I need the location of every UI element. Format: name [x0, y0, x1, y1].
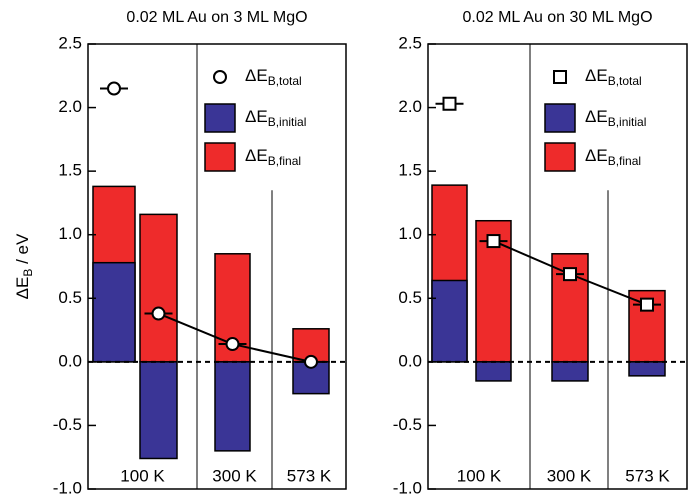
- y-tick-label: -0.5: [393, 415, 422, 434]
- y-tick-label: -1.0: [393, 478, 422, 497]
- legend-name: ΔE: [245, 107, 268, 126]
- legend-label: ΔEB,total: [585, 66, 642, 88]
- legend-name: ΔE: [585, 66, 608, 85]
- total-marker: [304, 354, 318, 369]
- legend-name: ΔE: [585, 146, 608, 165]
- x-tick-label: 573 K: [625, 466, 670, 485]
- legend-label: ΔEB,total: [245, 66, 302, 88]
- legend-swatch: [204, 142, 236, 172]
- y-tick-label: 2.5: [58, 33, 82, 52]
- chart-title: 0.02 ML Au on 30 ML MgO: [462, 9, 652, 26]
- legend-label: ΔEB,final: [585, 146, 641, 168]
- y-tick-label: 1.0: [398, 224, 422, 243]
- legend-subscript: B,initial: [268, 115, 307, 129]
- legend-subscript: B,final: [608, 154, 641, 168]
- legend-subscript: B,total: [608, 74, 642, 88]
- bar: [431, 279, 468, 363]
- legend-swatch: [544, 103, 576, 133]
- total-marker: [151, 306, 166, 321]
- total-marker: [640, 297, 654, 312]
- total-marker: [107, 81, 121, 96]
- bar: [551, 361, 589, 382]
- x-tick-label: 100 K: [120, 466, 165, 485]
- y-tick-label: 1.5: [398, 161, 422, 180]
- legend-swatch: [213, 70, 227, 84]
- y-tick-label: 0.0: [58, 351, 82, 370]
- y-tick-label: 2.0: [398, 97, 422, 116]
- legend-name: ΔE: [585, 107, 608, 126]
- total-marker: [563, 267, 577, 282]
- y-label-sub: B: [21, 269, 35, 277]
- legend-name: ΔE: [245, 146, 268, 165]
- legend-name: ΔE: [245, 66, 268, 85]
- y-label-rest: / eV: [13, 233, 32, 269]
- plot-frame: [427, 43, 688, 490]
- x-tick-label: 300 K: [547, 466, 592, 485]
- bar: [628, 289, 666, 363]
- x-tick-label: 100 K: [457, 466, 502, 485]
- y-tick-label: 2.0: [58, 97, 82, 116]
- bar: [628, 361, 666, 377]
- y-axis-label: ΔEB / eV: [13, 233, 35, 299]
- y-tick-label: 1.0: [58, 224, 82, 243]
- legend-label: ΔEB,initial: [585, 107, 646, 129]
- legend-label: ΔEB,final: [245, 146, 301, 168]
- bar: [92, 261, 136, 363]
- plot-frame: [87, 43, 347, 490]
- y-tick-label: -1.0: [53, 478, 82, 497]
- legend-subscript: B,initial: [608, 115, 647, 129]
- total-marker: [486, 234, 501, 249]
- legend-swatch: [553, 70, 567, 84]
- x-tick-label: 573 K: [287, 466, 332, 485]
- legend-label: ΔEB,initial: [245, 107, 306, 129]
- y-tick-label: 1.5: [58, 161, 82, 180]
- y-tick-label: -0.5: [53, 415, 82, 434]
- y-tick-label: 0.0: [398, 351, 422, 370]
- total-marker: [225, 337, 240, 352]
- total-marker: [442, 96, 457, 111]
- legend-subscript: B,total: [268, 74, 302, 88]
- y-label-main: ΔE: [13, 277, 32, 300]
- x-tick-label: 300 K: [212, 466, 257, 485]
- bar: [214, 361, 251, 452]
- bar: [139, 213, 178, 363]
- y-tick-label: 2.5: [398, 33, 422, 52]
- legend-swatch: [204, 103, 236, 133]
- bar: [139, 361, 178, 460]
- legend-swatch: [544, 142, 576, 172]
- bar: [475, 361, 512, 382]
- chart-title: 0.02 ML Au on 3 ML MgO: [126, 9, 307, 26]
- legend-subscript: B,final: [268, 154, 301, 168]
- y-tick-label: 0.5: [58, 288, 82, 307]
- y-tick-label: 0.5: [398, 288, 422, 307]
